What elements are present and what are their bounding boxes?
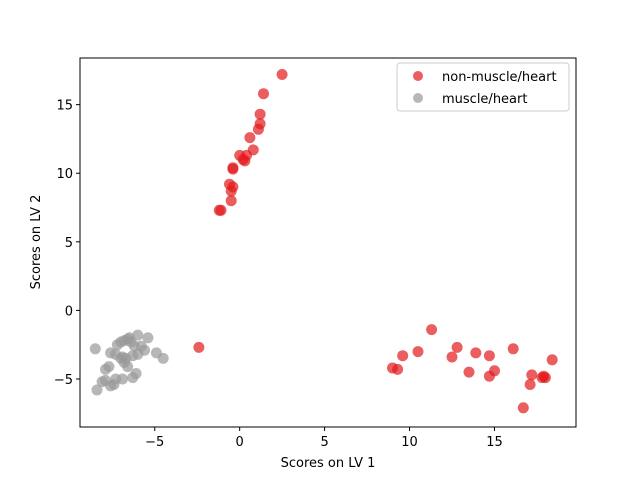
data-point-non-muscle-20 (426, 324, 438, 336)
data-point-non-muscle-2 (254, 108, 266, 120)
data-point-muscle-1 (91, 384, 103, 396)
legend: non-muscle/heart muscle/heart (396, 62, 570, 112)
data-point-non-muscle-10 (239, 155, 251, 167)
x-tick-label: 0 (236, 435, 244, 450)
data-point-non-muscle-37 (536, 372, 548, 384)
x-axis-label: Scores on LV 1 (281, 456, 376, 471)
y-tick-label: 0 (65, 304, 73, 319)
data-point-non-muscle-19 (193, 341, 205, 353)
data-point-non-muscle-27 (483, 350, 495, 362)
data-point-non-muscle-36 (483, 370, 495, 382)
legend-box (396, 62, 570, 112)
data-point-muscle-0 (89, 343, 101, 355)
y-tick-label: 15 (56, 99, 73, 114)
data-point-non-muscle-12 (227, 163, 239, 175)
data-point-non-muscle-18 (213, 204, 225, 216)
data-point-non-muscle-4 (252, 123, 264, 135)
legend-marker-muscle (413, 93, 423, 103)
y-tick-label: 5 (65, 236, 73, 251)
plot-frame (79, 57, 577, 428)
data-point-non-muscle-16 (225, 195, 237, 207)
data-point-non-muscle-15 (225, 185, 237, 197)
data-point-non-muscle-31 (463, 366, 475, 378)
data-point-muscle-5 (103, 361, 115, 373)
y-tick-label: −5 (54, 373, 73, 388)
data-point-non-muscle-33 (526, 369, 538, 381)
x-axis: −5 0 5 10 15 (145, 427, 503, 450)
data-point-non-muscle-26 (446, 351, 458, 363)
data-point-non-muscle-0 (276, 69, 288, 80)
data-point-muscle-15 (117, 373, 128, 385)
data-point-non-muscle-39 (517, 402, 529, 414)
data-point-muscle-31 (142, 332, 154, 344)
x-tick-label: 5 (320, 435, 328, 450)
data-point-non-muscle-22 (507, 343, 519, 355)
data-point-non-muscle-30 (392, 363, 404, 375)
y-tick-label: 10 (56, 167, 73, 182)
data-point-non-muscle-23 (470, 347, 482, 359)
legend-marker-non-muscle (413, 71, 423, 81)
data-point-non-muscle-5 (244, 132, 256, 144)
legend-label-muscle: muscle/heart (442, 92, 527, 107)
data-point-muscle-33 (157, 352, 169, 364)
data-point-non-muscle-38 (524, 379, 536, 390)
data-point-muscle-20 (122, 361, 134, 373)
data-point-non-muscle-28 (546, 354, 558, 366)
data-point-non-muscle-25 (397, 350, 409, 362)
y-axis: −5 0 5 10 15 (54, 99, 80, 388)
data-point-non-muscle-1 (258, 88, 269, 100)
data-point-muscle-27 (132, 329, 144, 341)
points-layer (89, 69, 558, 414)
y-axis-label: Scores on LV 2 (29, 195, 44, 290)
data-point-muscle-26 (130, 368, 142, 379)
data-point-non-muscle-24 (412, 346, 424, 358)
data-point-non-muscle-21 (451, 341, 463, 353)
data-point-muscle-30 (139, 344, 150, 356)
plot-area (80, 58, 576, 427)
legend-label-non-muscle: non-muscle/heart (442, 70, 557, 85)
x-tick-label: 10 (401, 435, 418, 450)
x-tick-label: −5 (145, 435, 164, 450)
x-tick-label: 15 (486, 435, 503, 450)
